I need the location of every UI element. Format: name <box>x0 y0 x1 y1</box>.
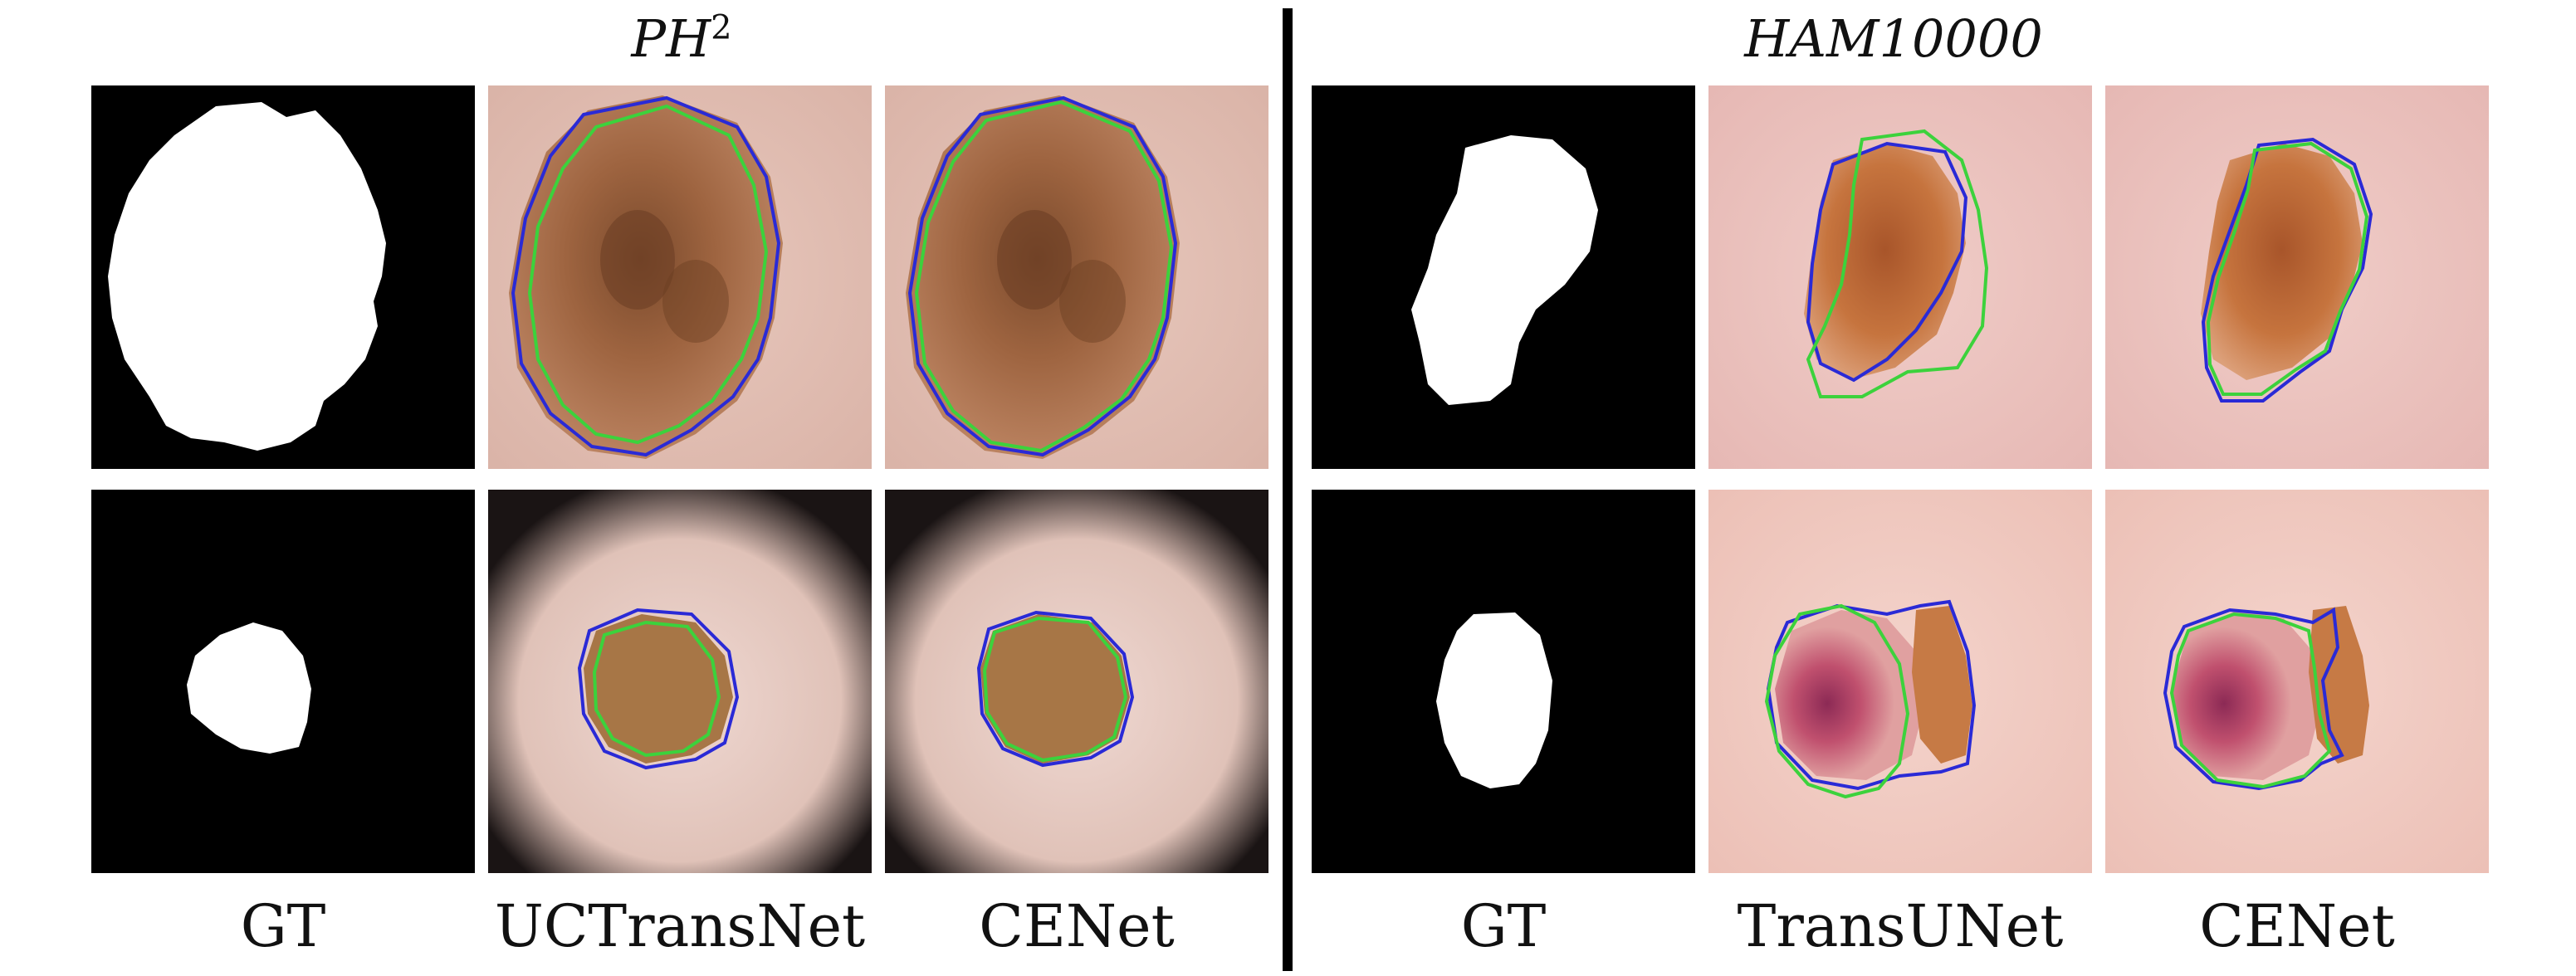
ham-row1-gt-mask <box>1312 85 1695 469</box>
ham-row1-cenet-overlay <box>2105 85 2489 469</box>
column-label-ham-gt: GT <box>1460 892 1547 960</box>
ph2-title-main: PH <box>631 8 711 69</box>
ham-row2-cenet-overlay <box>2105 490 2489 873</box>
column-label-ph2-cenet: CENet <box>979 892 1175 960</box>
group-title-ham10000: HAM10000 <box>1702 8 2085 69</box>
ph2-title-sup: 2 <box>711 8 732 47</box>
ph2-row1-gt-mask <box>91 85 475 469</box>
ph2-row2-gt-mask <box>91 490 475 873</box>
ph2-row1-uctransnet-overlay <box>488 85 872 469</box>
column-label-ham-transunet: TransUNet <box>1737 892 2064 960</box>
ham-row2-transunet-overlay <box>1708 490 2092 873</box>
column-label-ph2-uctransnet: UCTransNet <box>494 892 866 960</box>
ph2-row2-uctransnet-overlay <box>488 490 872 873</box>
column-label-ph2-gt: GT <box>240 892 326 960</box>
ham-row2-gt-mask <box>1312 490 1695 873</box>
ph2-row2-cenet-overlay <box>885 490 1268 873</box>
ham-title-main: HAM10000 <box>1744 8 2043 69</box>
ham-row1-transunet-overlay <box>1708 85 2092 469</box>
group-divider <box>1283 8 1293 971</box>
ph2-row1-cenet-overlay <box>885 85 1268 469</box>
group-title-ph2: PH2 <box>490 8 873 69</box>
column-label-ham-cenet: CENet <box>2199 892 2395 960</box>
